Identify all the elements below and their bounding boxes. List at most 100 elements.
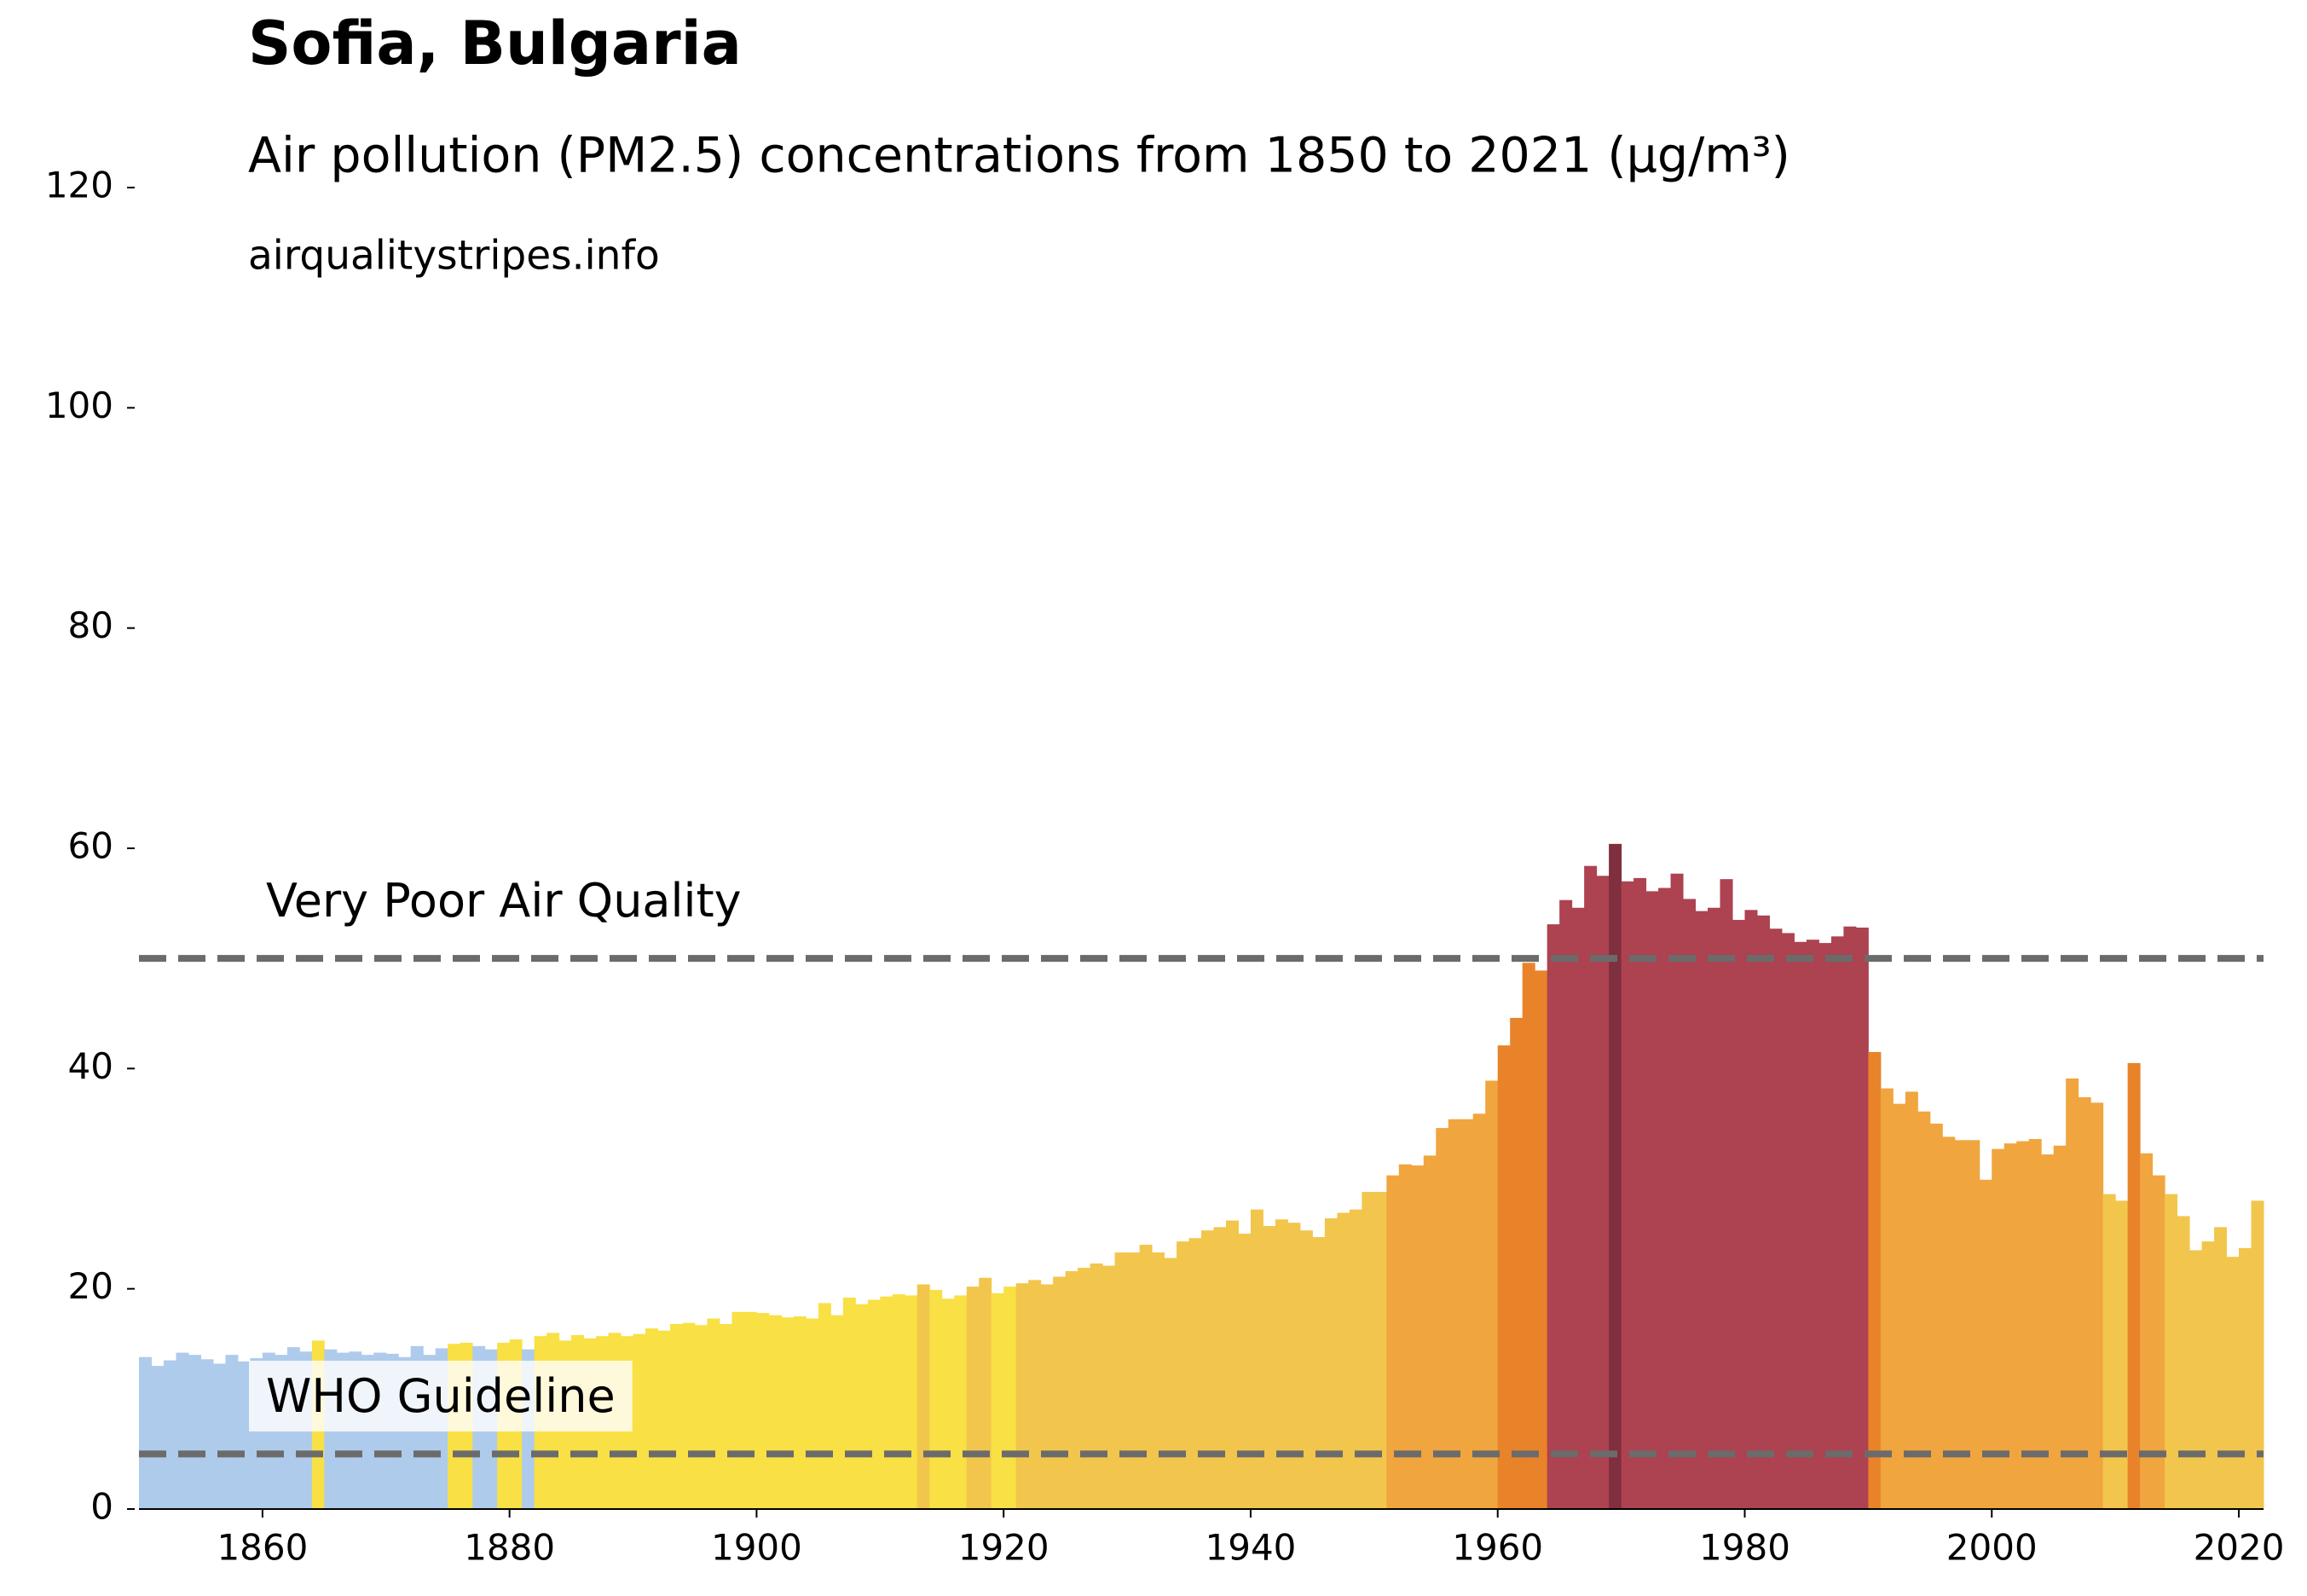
bar [1781,933,1795,1509]
bar [1040,1284,1054,1509]
bar [1411,1165,1425,1509]
bar [1275,1219,1288,1509]
bar [1201,1230,1214,1509]
y-tick-label: 100 [45,385,113,426]
x-tick-label: 1880 [464,1527,555,1569]
bar [188,1355,201,1509]
bar [1324,1218,1338,1509]
bar [1942,1136,1956,1509]
bar [633,1333,646,1509]
bar [842,1298,856,1509]
bar [707,1318,720,1509]
bar [2189,1250,2203,1509]
bar [892,1294,905,1509]
bar [1756,915,1770,1509]
bar [1880,1088,1894,1509]
y-tick-label: 0 [90,1486,113,1528]
bar [793,1316,807,1509]
bar [1386,1175,1400,1509]
bar [176,1352,189,1509]
chart-title: Sofia, Bulgaria [248,9,742,78]
bar [781,1317,795,1509]
bar [1621,881,1634,1509]
bar [1708,907,1721,1509]
bar [867,1299,881,1509]
bar [1225,1220,1239,1509]
bar [1992,1148,2005,1509]
bar [1485,1080,1499,1509]
bar [1114,1252,1128,1509]
bar [1263,1226,1276,1509]
bar [1855,928,1869,1509]
bar [1460,1119,1474,1509]
guideline-label: WHO Guideline [266,1369,616,1423]
bar [1596,876,1610,1509]
bar [1152,1252,1165,1509]
bar [1683,899,1697,1509]
bar [151,1366,165,1509]
bar [2078,1096,2091,1509]
bar [1003,1287,1017,1509]
bar [1571,907,1585,1509]
bar [2041,1154,2055,1509]
bar [1090,1263,1103,1509]
bar [1695,911,1709,1509]
bar [1213,1227,1227,1509]
bar [1929,1123,1943,1509]
bar [2127,1062,2141,1509]
bar [2201,1241,2215,1509]
bar [731,1311,745,1509]
bar [929,1289,943,1509]
bar [237,1361,251,1509]
bar [1830,936,1844,1509]
bar [1559,899,1573,1509]
bar [806,1318,819,1509]
bar [1535,970,1548,1509]
bar [1720,879,1733,1509]
chart-subtitle: Air pollution (PM2.5) concentrations fro… [248,128,1790,184]
x-tick-label: 1960 [1452,1527,1543,1569]
bar [2152,1175,2165,1509]
bar [2214,1227,2228,1509]
bar [1806,940,1819,1509]
bar [2102,1194,2116,1509]
bar [225,1355,239,1509]
bar [1868,1051,1882,1509]
bar [1905,1091,1918,1509]
bar [855,1304,869,1509]
bar [1769,928,1783,1509]
bar [830,1315,844,1509]
bar [1967,1140,1980,1509]
bar [2028,1139,2042,1509]
bar [2053,1145,2067,1509]
bar [2066,1078,2079,1509]
bar [2165,1194,2178,1509]
bar [1299,1230,1313,1509]
bar [1188,1238,1202,1509]
bar [657,1330,671,1509]
bar [880,1296,893,1509]
x-tick-label: 1920 [958,1527,1049,1569]
bar [645,1328,659,1509]
bar [941,1298,955,1509]
bar [756,1313,770,1509]
bar [1238,1234,1252,1509]
bar [2140,1153,2154,1509]
bar [1497,1045,1511,1509]
bar [1979,1179,1992,1509]
bar [2239,1247,2252,1509]
x-tick-label: 1860 [217,1527,308,1569]
bar [1609,843,1622,1509]
bar [1423,1155,1437,1509]
bar [1954,1140,1968,1509]
bar [1164,1258,1177,1509]
bar [1373,1192,1387,1509]
bar [1028,1280,1042,1509]
guideline-label-box [249,1361,633,1432]
bar [1349,1209,1362,1509]
y-tick-label: 60 [68,825,113,867]
bar [1015,1283,1029,1509]
x-tick-label: 1980 [1699,1527,1790,1569]
bar [2226,1257,2240,1509]
